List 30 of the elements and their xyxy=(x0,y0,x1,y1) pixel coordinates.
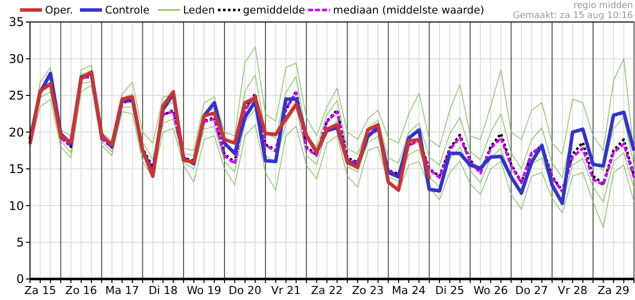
x-tick-label: Ma 24 xyxy=(392,284,426,297)
y-tick-label: 0 xyxy=(16,272,24,286)
y-tick-label: 10 xyxy=(8,198,24,213)
x-tick-label: Di 25 xyxy=(435,284,464,297)
y-tick-label: 15 xyxy=(8,162,24,176)
y-tick-label: 5 xyxy=(16,235,24,250)
x-tick-label: Do 27 xyxy=(515,284,548,297)
y-tick-label: 35 xyxy=(8,15,24,30)
x-tick-label: Za 22 xyxy=(310,284,343,297)
x-tick-label: Za 15 xyxy=(24,284,56,297)
legend-label: mediaan (middelste waarde) xyxy=(333,4,484,17)
x-tick-label: Wo 19 xyxy=(186,284,222,297)
x-tick-label: Vr 21 xyxy=(271,284,301,297)
text: regio midden xyxy=(573,1,633,12)
legend-label: gemiddelde xyxy=(243,4,306,17)
x-tick-label: Za 29 xyxy=(598,284,630,297)
x-tick-label: Wo 26 xyxy=(473,284,508,297)
y-tick-label: 20 xyxy=(8,125,24,140)
x-tick-label: Zo 23 xyxy=(352,284,384,297)
x-tick-label: Vr 28 xyxy=(558,284,588,297)
y-tick-label: 25 xyxy=(8,88,24,103)
x-tick-label: Zo 16 xyxy=(65,284,98,297)
legend-label: Controle xyxy=(105,4,150,17)
legend-label: Oper. xyxy=(45,4,74,17)
x-tick-label: Do 20 xyxy=(228,284,262,297)
y-tick-label: 30 xyxy=(8,52,24,66)
x-tick-label: Ma 17 xyxy=(105,284,140,297)
legend-label: Leden xyxy=(183,4,215,17)
text: Gemaakt: za 15 aug 10:16 xyxy=(512,11,634,22)
x-tick-label: Di 18 xyxy=(148,284,178,297)
